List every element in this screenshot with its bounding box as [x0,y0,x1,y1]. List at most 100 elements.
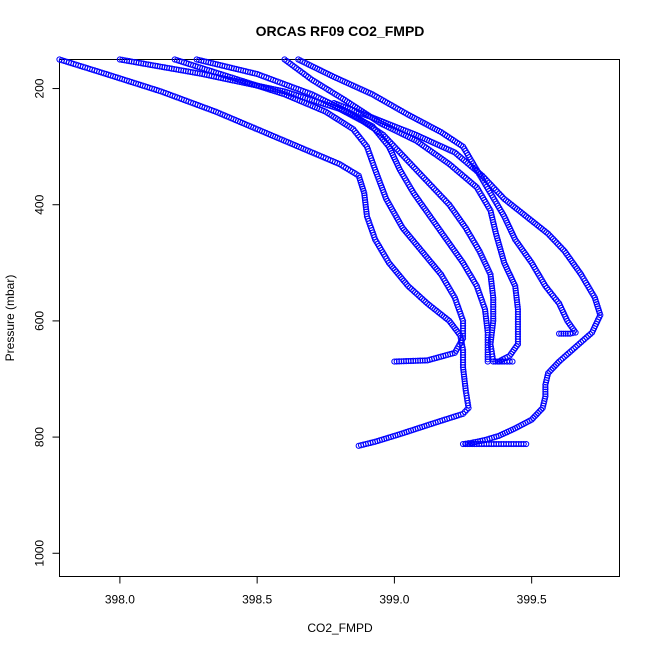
data-point [542,391,549,398]
data-point [533,411,540,418]
data-point [485,179,493,186]
data-point [399,224,406,232]
data-point [427,258,434,266]
data-point [397,149,404,156]
data-point [566,330,574,337]
data-point [419,173,426,180]
data-point [512,287,519,294]
data-point [483,322,491,329]
data-point [482,310,489,318]
data-point [490,296,497,304]
data-point [455,168,462,175]
data-point [512,282,519,290]
data-point [431,185,438,192]
data-point [460,157,468,164]
data-point [382,133,389,140]
data-point [489,183,496,190]
data-point [514,301,521,308]
data-point [465,404,472,412]
data-point [488,331,495,338]
data-point [363,206,370,213]
data-point [436,190,443,198]
x-tick-label: 399.0 [379,593,409,607]
x-axis: 398.0 398.5 399.0 399.5 [105,576,547,607]
x-axis-label: CO2_FMPD [307,621,373,635]
data-point [490,306,497,313]
data-point [455,152,462,159]
data-point [361,192,368,199]
data-point [490,303,497,311]
data-point [482,176,489,183]
data-point [408,235,415,242]
data-point [489,287,496,294]
data-point [406,233,414,240]
data-point [393,146,401,153]
data-point [411,239,418,246]
data-point [402,155,409,162]
data-point [387,139,394,146]
data-point [442,198,450,205]
data-point [556,330,563,337]
data-point [434,189,441,196]
data-point [468,179,475,186]
data-point [459,440,467,448]
data-point [542,381,549,388]
data-point [466,161,473,168]
data-point [408,286,415,293]
data-point [424,178,431,185]
data-point [499,194,506,201]
data-point [390,142,397,149]
data-point [417,294,424,301]
data-point [495,358,502,365]
data-point [418,248,425,255]
data-point [461,380,469,387]
data-point [403,230,411,237]
data-point [409,162,416,169]
data-point [572,329,579,336]
y-tick-label: 600 [33,311,47,331]
data-point [556,242,563,250]
data-point [420,249,427,257]
data-point [539,404,546,412]
data-point [417,246,424,253]
data-point [361,196,369,204]
data-point [420,297,427,304]
data-point [448,162,455,169]
data-point [577,339,585,346]
data-point [466,178,473,185]
data-point [488,282,495,290]
data-point [461,378,468,385]
data-point [553,239,560,246]
data-point [460,173,468,180]
data-point [570,345,577,352]
data-point [473,167,480,175]
data-point [363,208,370,215]
data-point [471,182,479,189]
data-point [393,268,400,275]
y-tick-label: 400 [33,194,47,214]
data-point [479,172,486,179]
y-axis-label: Pressure (mbar) [3,275,17,362]
data-point [439,194,446,201]
data-point [403,156,411,164]
data-point [481,306,489,313]
data-point [564,330,571,337]
data-point [459,364,467,371]
data-point [361,190,368,197]
data-point [484,177,491,185]
data-point [489,322,496,329]
data-point [396,272,403,279]
data-point [480,174,488,181]
data-point [469,164,477,172]
data-point [551,363,558,370]
data-point [413,290,420,298]
y-tick-label: 200 [33,78,47,98]
data-point [490,308,497,315]
data-point [548,366,555,373]
data-point [361,194,368,201]
data-point [424,255,431,262]
data-point [410,287,417,294]
data-point [482,315,490,322]
data-point [557,356,565,364]
data-point [399,275,406,282]
